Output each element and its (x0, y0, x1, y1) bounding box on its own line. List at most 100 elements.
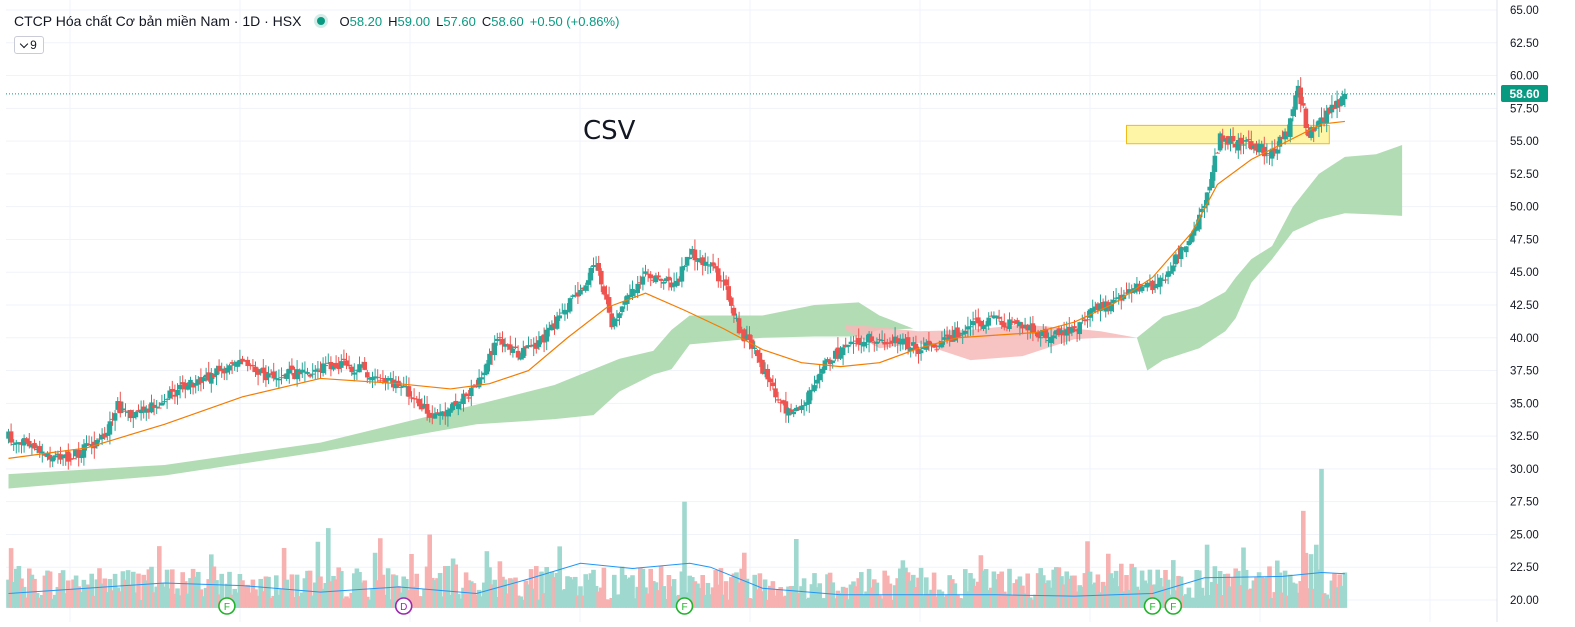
volume-bar (86, 584, 92, 608)
indicators-toggle-button[interactable]: 9 (14, 36, 44, 54)
candle-body (1207, 186, 1212, 191)
candle-body (851, 342, 856, 344)
volume-bar (838, 592, 843, 608)
candle-body (978, 320, 984, 327)
candle-body (307, 374, 313, 377)
volume-bar (1220, 595, 1225, 608)
volume-bar (679, 571, 685, 608)
y-tick-label: 60.00 (1510, 71, 1539, 83)
volume-bar (736, 582, 742, 608)
volume-bar (1329, 580, 1335, 608)
volume-bar (1241, 547, 1246, 608)
volume-bar (310, 595, 315, 608)
volume-bar (1272, 592, 1277, 608)
candle-body (232, 363, 237, 366)
volume-bar (1080, 586, 1085, 608)
candle-body (908, 347, 913, 352)
candle-body (1163, 279, 1168, 281)
volume-bar (700, 575, 705, 608)
candle-body (336, 365, 341, 370)
candle-body (419, 403, 425, 410)
volume-bar (1308, 554, 1314, 608)
volume-bar (991, 571, 997, 608)
volume-bar (1160, 586, 1166, 608)
volume-bar (651, 581, 656, 608)
candle-body (1150, 280, 1155, 291)
volume-bar (1324, 594, 1329, 608)
candle-body (1236, 139, 1241, 151)
candle-body (664, 278, 669, 282)
candle-body (1282, 131, 1288, 140)
candle-body (133, 411, 139, 418)
volume-bar (1103, 585, 1108, 608)
candle-body (609, 313, 614, 328)
volume-bar (227, 571, 232, 608)
candle-body (1124, 292, 1129, 294)
candle-body (55, 453, 61, 455)
candle-body (411, 398, 417, 400)
candle-body (734, 317, 739, 319)
volume-bar (687, 575, 692, 608)
candle-body (398, 386, 404, 388)
y-tick-label: 40.00 (1510, 333, 1539, 345)
y-tick-label: 37.50 (1510, 366, 1539, 378)
candle-body (27, 440, 32, 447)
chart-annotation-text[interactable]: CSV (583, 116, 636, 146)
volume-bar (372, 552, 378, 608)
candle-body (866, 333, 872, 343)
volume-bar (84, 584, 89, 608)
y-tick-label: 25.00 (1510, 529, 1539, 541)
candle-body (916, 349, 921, 354)
volume-bar (271, 595, 276, 608)
volume-bar (947, 575, 952, 608)
volume-bar (952, 583, 958, 608)
volume-bar (898, 568, 903, 608)
volume-bar (484, 551, 490, 608)
candle-body (671, 283, 677, 287)
candle-body (1204, 192, 1210, 206)
volume-bar (1197, 570, 1202, 608)
volume-bar (523, 580, 529, 608)
volume-bar (866, 568, 872, 608)
candle-body (578, 289, 583, 295)
candle-body (622, 301, 627, 305)
volume-bar (547, 574, 552, 608)
candle-body (453, 400, 458, 407)
candle-body (21, 438, 27, 446)
candle-body (539, 336, 544, 343)
candle-body (874, 341, 880, 344)
volume-bar (344, 596, 349, 608)
volume-bar (957, 597, 963, 608)
candle-body (305, 372, 310, 374)
candle-body (991, 315, 997, 319)
volume-bar (778, 587, 783, 608)
volume-bar (573, 576, 578, 608)
candle-body (328, 361, 334, 370)
candle-body (963, 330, 968, 334)
volume-bar (580, 595, 586, 608)
candle-body (614, 319, 620, 321)
candle-body (814, 379, 820, 384)
volume-bar (877, 595, 882, 608)
candle-body (1290, 109, 1296, 117)
candle-body (570, 295, 575, 297)
candle-body (718, 280, 724, 282)
volume-bar (749, 598, 755, 608)
volume-bar (1215, 583, 1220, 608)
candle-body (437, 412, 443, 416)
candle-body (697, 258, 703, 263)
candle-body (1041, 329, 1046, 337)
candle-body (648, 274, 653, 279)
volume-bar (950, 579, 955, 608)
candle-body (565, 310, 570, 313)
candle-body (315, 368, 321, 370)
candle-body (742, 329, 747, 342)
low-value: 57.60 (443, 13, 476, 29)
volume-bar (414, 573, 419, 608)
candle-body (1087, 309, 1093, 318)
symbol-title[interactable]: CTCP Hóa chất Cơ bản miền Nam · 1D · HSX (14, 13, 302, 29)
candle-body (820, 368, 825, 374)
volume-bar (614, 594, 620, 608)
